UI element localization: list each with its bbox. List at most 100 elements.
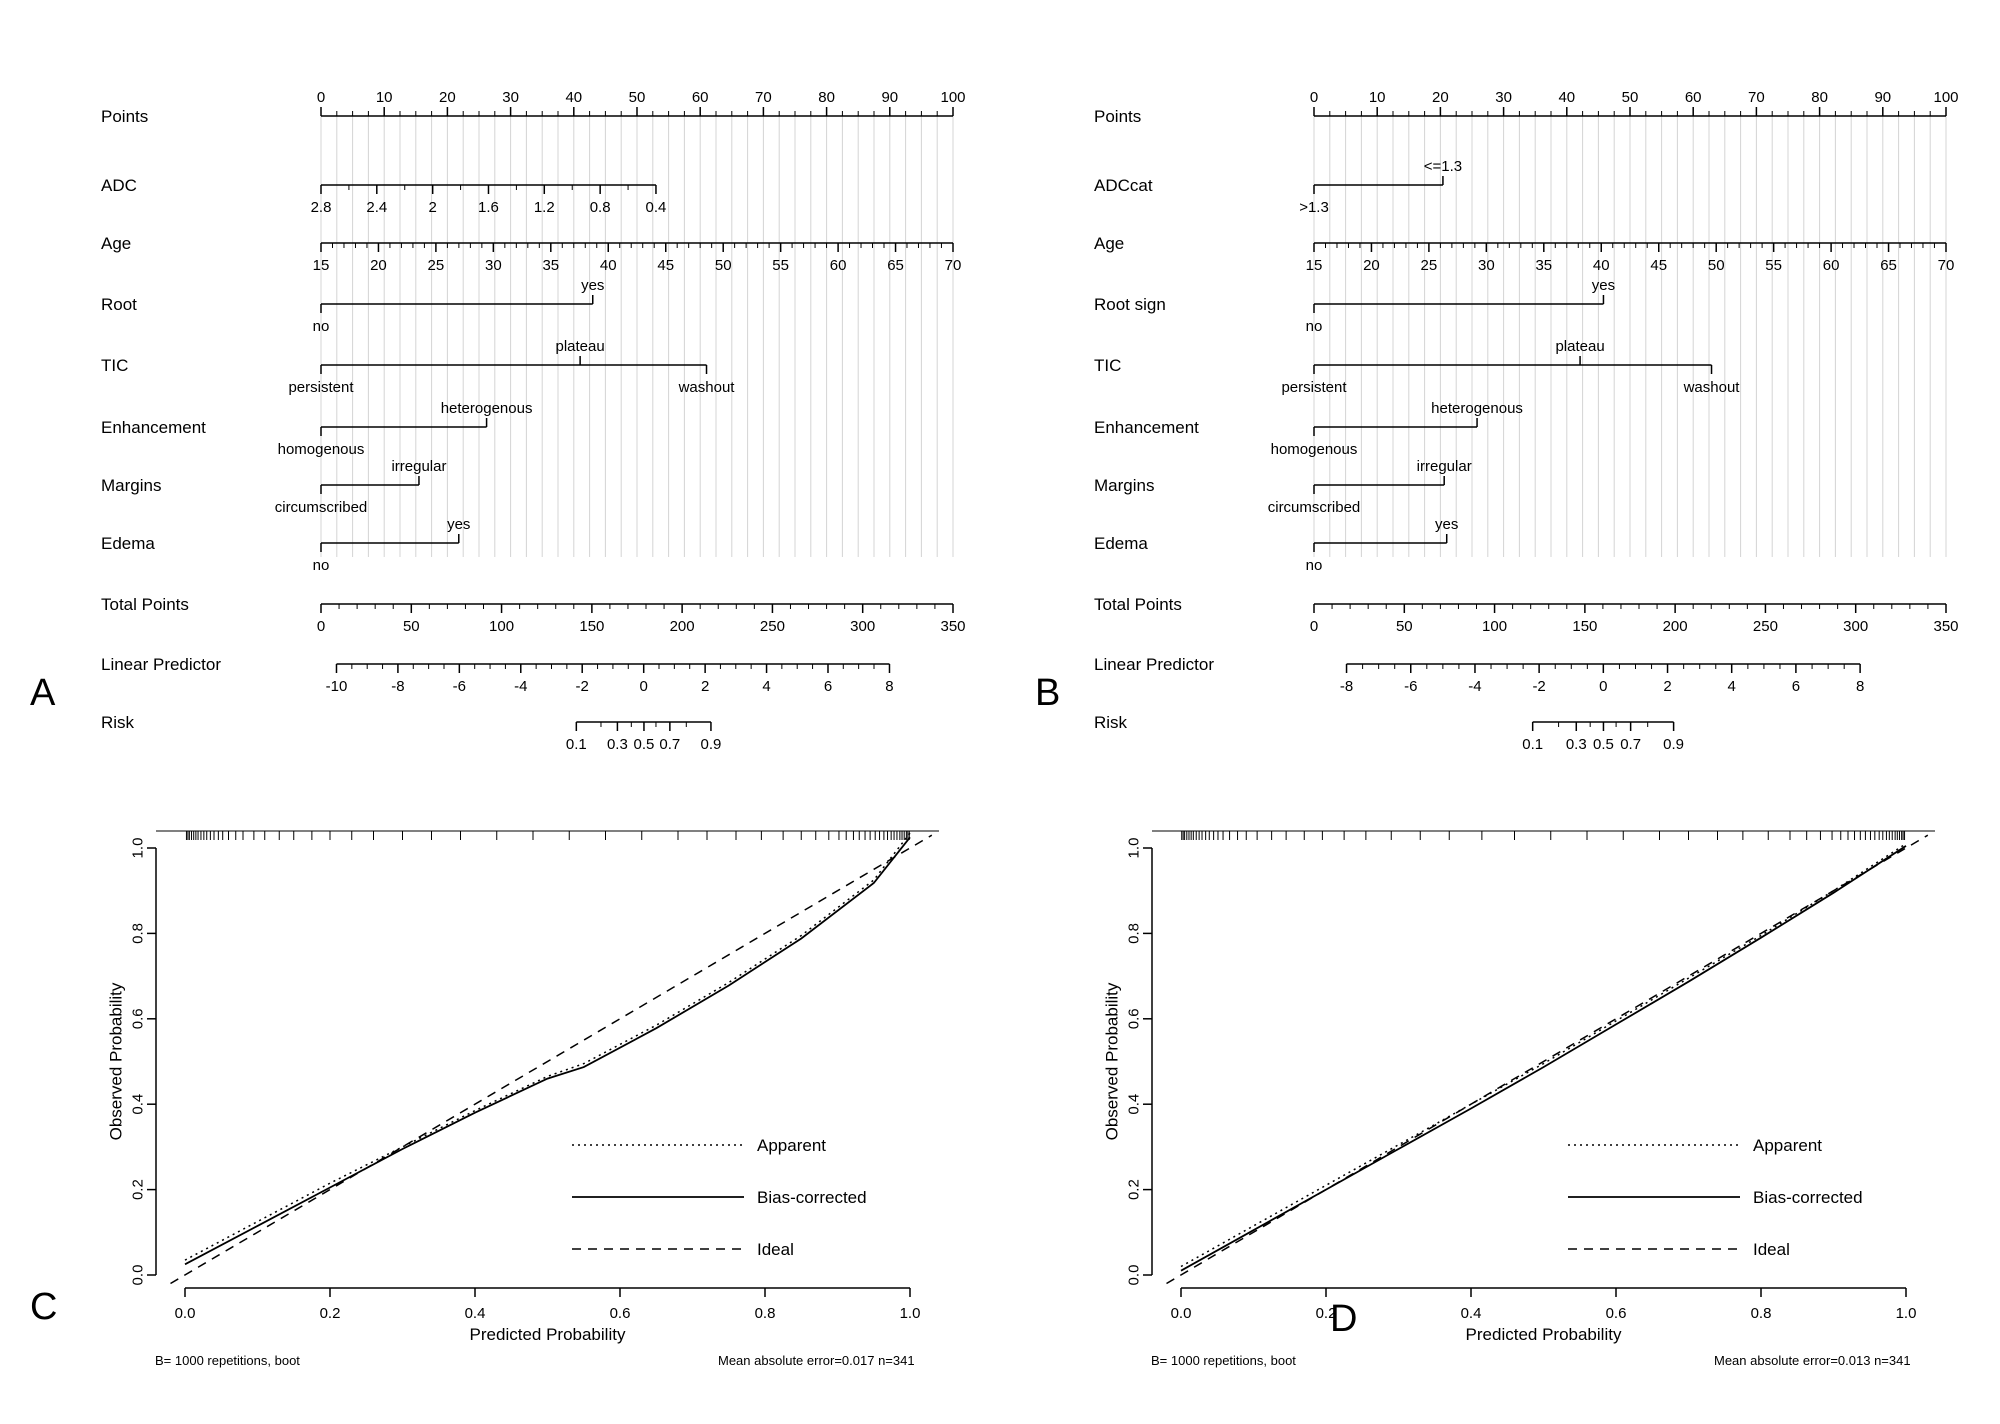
axis-label: ADC: [101, 176, 137, 195]
x-tick-label: 0.4: [465, 1305, 486, 1322]
tick-label: 0.5: [634, 736, 655, 750]
tick-label: 35: [1535, 257, 1552, 274]
nomogram-row-linear-predictor: Linear Predictor -8 -6 -4 -2 0 2 4 6 8: [1094, 655, 1864, 695]
tick-label: 60: [1685, 89, 1702, 106]
tick-label: 50: [1396, 618, 1413, 635]
tick-label: 2: [429, 199, 437, 216]
axis-label: Age: [101, 234, 131, 253]
tick-label: plateau: [556, 338, 605, 355]
tick-label: 6: [824, 678, 832, 695]
nomogram-row-margins: Margins circumscribed irregular: [1094, 458, 1472, 516]
tick-label: 2.4: [366, 199, 387, 216]
y-tick-label: 0.2: [1126, 1179, 1143, 1200]
tick-label: <=1.3: [1424, 158, 1462, 175]
tick-label: 60: [830, 257, 847, 274]
axis-label: Margins: [1094, 476, 1154, 495]
series-ideal: [170, 834, 933, 1285]
series-bias-corrected: [184, 836, 911, 1266]
tick-label: 1.2: [534, 199, 555, 216]
tick-label: 15: [1306, 257, 1323, 274]
tick-label: no: [313, 557, 330, 574]
y-tick-label: 0.6: [1126, 1008, 1143, 1029]
tick-label: 10: [376, 89, 393, 106]
nomogram-row-tic: TIC persistent plateau washout: [1094, 338, 1740, 396]
tick-label: 0.5: [1593, 736, 1614, 750]
tick-label: plateau: [1555, 338, 1604, 355]
tick-label: -8: [1340, 678, 1353, 695]
tick-label: no: [1306, 557, 1323, 574]
legend-label: Bias-corrected: [1753, 1188, 1863, 1207]
nomogram-row-tic: TIC persistent plateau washout: [101, 338, 735, 396]
tick-label: 0.7: [1620, 736, 1641, 750]
tick-label: 100: [1482, 618, 1507, 635]
nomogram-row-margins: Margins circumscribed irregular: [101, 458, 446, 516]
axis-label: Enhancement: [1094, 418, 1199, 437]
axis-label: ADCcat: [1094, 176, 1153, 195]
tick-label: 70: [945, 257, 962, 274]
tick-label: 40: [1593, 257, 1610, 274]
x-tick-label: 0.2: [1316, 1305, 1337, 1322]
tick-label: no: [313, 318, 330, 335]
axis-label: Linear Predictor: [101, 655, 221, 674]
x-tick-label: 0.0: [1171, 1305, 1192, 1322]
nomogram-row-points: Points 0 10 20 30 40 50 60 70 80 90 100: [1094, 89, 1959, 126]
nomogram-gridlines: [320, 116, 954, 557]
tick-label: 30: [1495, 89, 1512, 106]
tick-label: 50: [715, 257, 732, 274]
panel-letter-a: A: [30, 672, 56, 714]
series-ideal: [1166, 834, 1929, 1285]
tick-label: 150: [579, 618, 604, 635]
tick-label: 0: [317, 89, 325, 106]
tick-label: 150: [1572, 618, 1597, 635]
tick-label: 0.1: [1522, 736, 1543, 750]
tick-label: 25: [1421, 257, 1438, 274]
tick-label: circumscribed: [275, 499, 368, 516]
tick-label: persistent: [1281, 379, 1347, 396]
tick-label: 10: [1369, 89, 1386, 106]
axis-label: Linear Predictor: [1094, 655, 1214, 674]
tick-label: 0: [1310, 618, 1318, 635]
tick-label: 0: [317, 618, 325, 635]
tick-label: persistent: [288, 379, 354, 396]
axis-label: Root sign: [1094, 295, 1166, 314]
tick-label: 40: [565, 89, 582, 106]
tick-label: washout: [678, 379, 736, 396]
tick-label: -10: [326, 678, 348, 695]
panel-letter-c: C: [30, 1286, 58, 1328]
y-tick-label: 0.2: [130, 1179, 147, 1200]
nomogram-row-points: Points 0 10 20 30 40 50 60 70 80 90 100: [101, 89, 966, 126]
tick-label: 70: [755, 89, 772, 106]
tick-label: 0.1: [566, 736, 587, 750]
tick-label: washout: [1683, 379, 1741, 396]
tick-label: 1.6: [478, 199, 499, 216]
tick-label: irregular: [391, 458, 446, 475]
tick-label: 100: [489, 618, 514, 635]
tick-label: 0.3: [607, 736, 628, 750]
x-tick-label: 1.0: [1896, 1305, 1917, 1322]
tick-label: 15: [313, 257, 330, 274]
tick-label: 50: [1708, 257, 1725, 274]
nomogram-row-root-sign: Root sign no yes: [1094, 277, 1615, 335]
y-tick-label: 0.8: [130, 923, 147, 944]
panel-letter-d: D: [1330, 1298, 1358, 1340]
axis-label: TIC: [101, 356, 128, 375]
nomogram-row-adc: ADC 2.8 2.4 2 1.6 1.2 0.8 0.4: [101, 176, 666, 216]
tick-label: 45: [657, 257, 674, 274]
legend-label: Ideal: [1753, 1240, 1790, 1259]
tick-label: 20: [439, 89, 456, 106]
tick-label: 0: [1310, 89, 1318, 106]
x-tick-label: 1.0: [900, 1305, 921, 1322]
tick-label: yes: [1592, 277, 1615, 294]
axis-label: Total Points: [1094, 595, 1182, 614]
axis-label: Total Points: [101, 595, 189, 614]
tick-label: 50: [629, 89, 646, 106]
tick-label: heterogenous: [1431, 400, 1523, 417]
tick-label: 20: [1432, 89, 1449, 106]
tick-label: 2: [701, 678, 709, 695]
footnote-right: Mean absolute error=0.017 n=341: [718, 1353, 915, 1368]
tick-label: 0: [1599, 678, 1607, 695]
tick-label: 65: [887, 257, 904, 274]
tick-label: 40: [1558, 89, 1575, 106]
tick-label: no: [1306, 318, 1323, 335]
axis-label: Edema: [1094, 534, 1148, 553]
